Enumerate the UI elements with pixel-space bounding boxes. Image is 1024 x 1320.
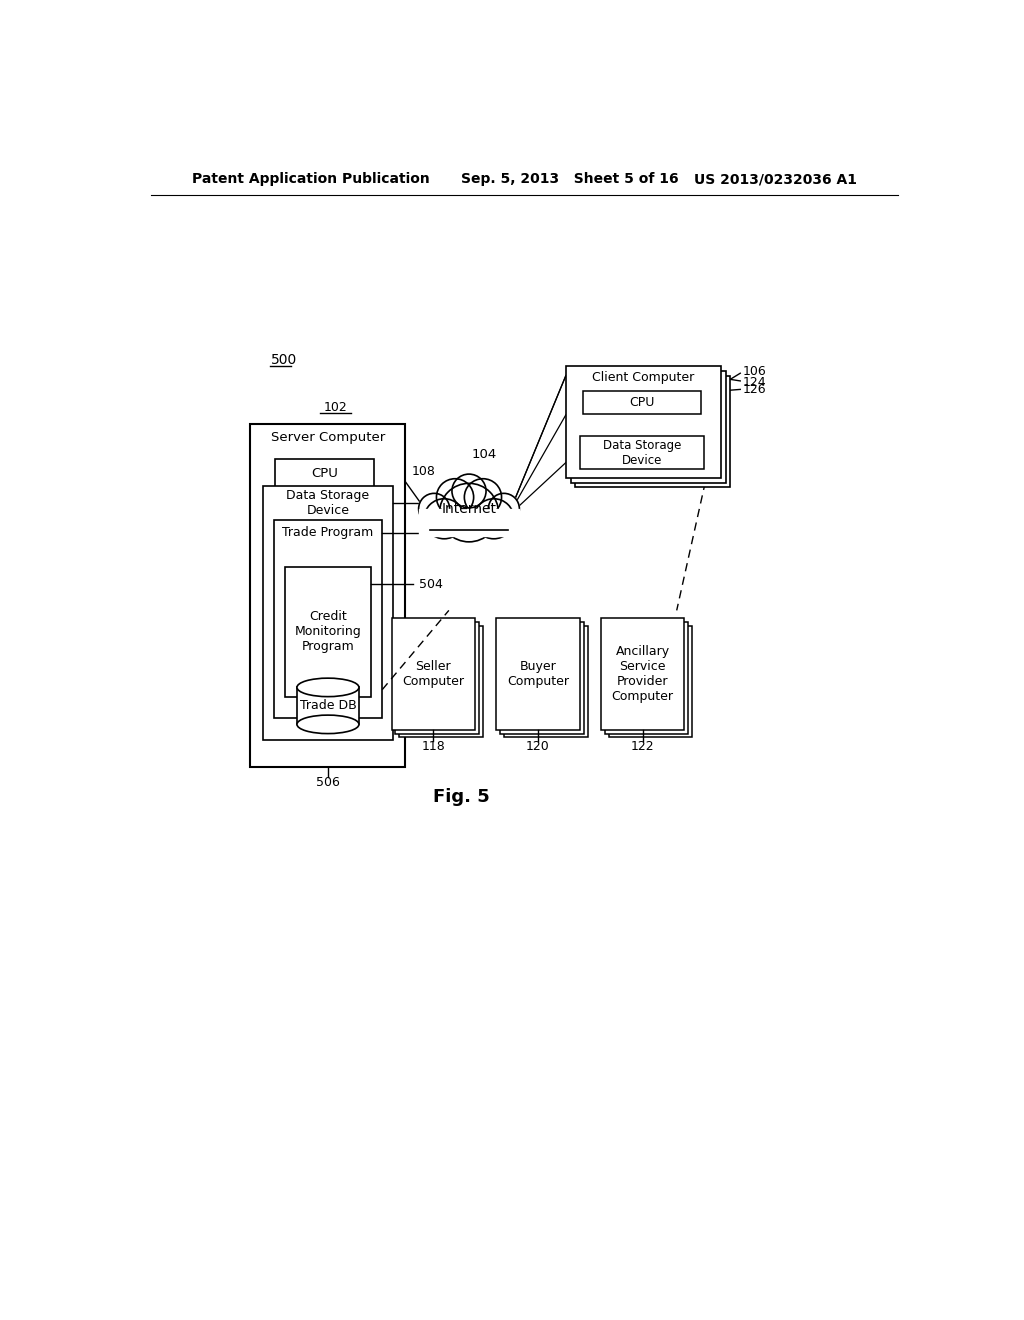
- Text: 104: 104: [472, 449, 497, 462]
- Bar: [263, 486, 393, 739]
- Text: Data Storage
Device: Data Storage Device: [287, 488, 370, 516]
- Text: Ancillary
Service
Provider
Computer: Ancillary Service Provider Computer: [611, 645, 674, 704]
- Text: Data Storage
Device: Data Storage Device: [603, 438, 681, 466]
- Text: US 2013/0232036 A1: US 2013/0232036 A1: [693, 172, 856, 186]
- Circle shape: [439, 483, 499, 543]
- Text: Internet: Internet: [441, 502, 497, 516]
- Text: Trade DB: Trade DB: [300, 700, 356, 713]
- Text: 110: 110: [441, 496, 465, 510]
- Bar: [419, 508, 519, 536]
- Bar: [566, 367, 721, 478]
- Circle shape: [436, 479, 474, 516]
- Bar: [608, 626, 692, 738]
- Text: 102: 102: [324, 400, 347, 413]
- Bar: [297, 688, 359, 725]
- Bar: [583, 391, 700, 414]
- Bar: [575, 376, 730, 487]
- Text: 120: 120: [526, 741, 550, 754]
- Text: 106: 106: [742, 366, 766, 379]
- Text: Trade Program: Trade Program: [283, 527, 374, 539]
- Text: CPU: CPU: [311, 467, 338, 480]
- Bar: [275, 459, 375, 487]
- Text: Server Computer: Server Computer: [270, 432, 385, 445]
- Circle shape: [474, 499, 514, 539]
- Text: 506: 506: [316, 776, 340, 788]
- Text: 124: 124: [742, 376, 766, 389]
- Ellipse shape: [297, 715, 359, 734]
- Text: 118: 118: [422, 741, 445, 754]
- Text: Credit
Monitoring
Program: Credit Monitoring Program: [295, 610, 361, 653]
- Text: Fig. 5: Fig. 5: [433, 788, 489, 807]
- Circle shape: [424, 499, 464, 539]
- Circle shape: [488, 494, 519, 524]
- Text: 502: 502: [430, 527, 454, 539]
- Text: 504: 504: [419, 578, 442, 591]
- Ellipse shape: [297, 678, 359, 697]
- Bar: [500, 622, 584, 734]
- Text: Sep. 5, 2013   Sheet 5 of 16: Sep. 5, 2013 Sheet 5 of 16: [461, 172, 679, 186]
- Bar: [496, 618, 580, 730]
- Bar: [251, 424, 406, 767]
- Text: Patent Application Publication: Patent Application Publication: [191, 172, 429, 186]
- Bar: [273, 520, 382, 718]
- Text: 122: 122: [631, 741, 654, 754]
- Text: Seller
Computer: Seller Computer: [402, 660, 464, 688]
- Text: 126: 126: [742, 383, 766, 396]
- Bar: [391, 618, 475, 730]
- Bar: [504, 626, 588, 738]
- Circle shape: [464, 479, 502, 516]
- Bar: [286, 568, 371, 697]
- Text: CPU: CPU: [629, 396, 654, 409]
- Bar: [580, 437, 703, 469]
- Bar: [601, 618, 684, 730]
- Bar: [399, 626, 483, 738]
- Bar: [395, 622, 479, 734]
- Text: 108: 108: [412, 465, 435, 478]
- Circle shape: [452, 474, 486, 508]
- Text: Client Computer: Client Computer: [592, 371, 694, 384]
- Text: 500: 500: [271, 354, 298, 367]
- Circle shape: [419, 494, 450, 524]
- Bar: [570, 371, 726, 483]
- Bar: [604, 622, 688, 734]
- Text: Buyer
Computer: Buyer Computer: [507, 660, 569, 688]
